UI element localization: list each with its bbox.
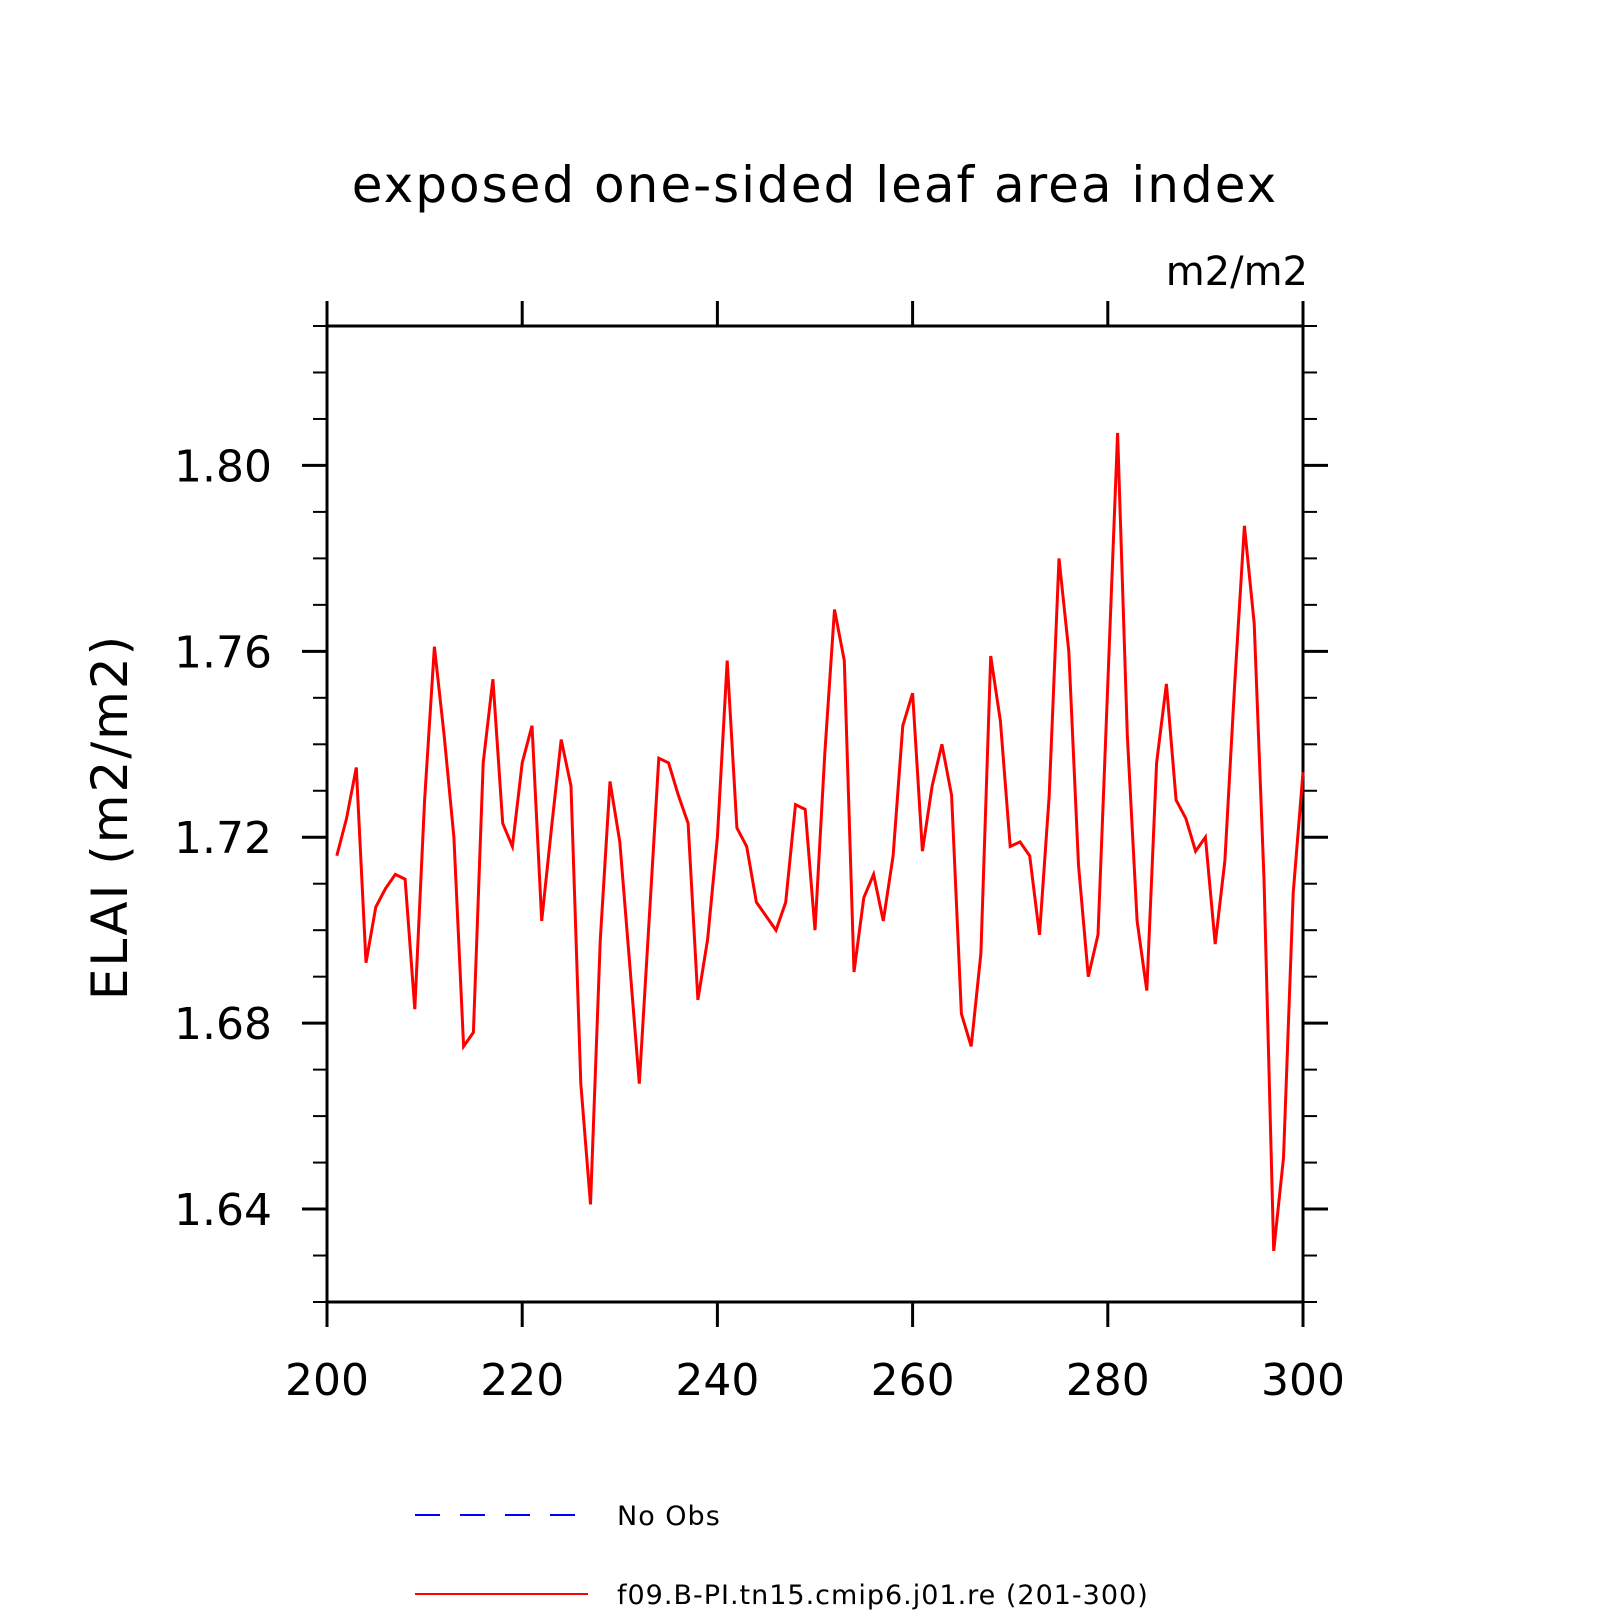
series-layer	[335, 432, 1305, 1252]
y-tick-label: 1.76	[174, 627, 272, 678]
x-tick-labels: 200 220 240 260 280 300	[285, 1355, 1345, 1406]
plot-frame	[325, 324, 1305, 1304]
y-tick-label: 1.68	[174, 999, 272, 1050]
legend-label: f09.B-PI.tn15.cmip6.j01.re (201-300)	[617, 1580, 1149, 1611]
legend: No Obs f09.B-PI.tn15.cmip6.j01.re (201-30…	[415, 1501, 1149, 1611]
x-tick-label: 200	[285, 1355, 369, 1406]
legend-label: No Obs	[617, 1501, 721, 1532]
x-tick-label: 260	[871, 1355, 955, 1406]
y-tick-label: 1.80	[174, 441, 272, 492]
x-tick-label: 280	[1066, 1355, 1150, 1406]
x-tick-label: 240	[675, 1355, 759, 1406]
y-axis-label: ELAI (m2/m2)	[81, 634, 139, 1000]
x-tick-label: 220	[480, 1355, 564, 1406]
chart-title: exposed one-sided leaf area index	[352, 156, 1278, 214]
y-tick-label: 1.72	[174, 813, 272, 864]
y-tick-label: 1.64	[174, 1185, 272, 1236]
series-line	[335, 432, 1305, 1252]
chart-units: m2/m2	[1166, 249, 1308, 295]
y-tick-labels: 1.64 1.68 1.72 1.76 1.80	[174, 441, 272, 1236]
axis-ticks	[302, 301, 1328, 1327]
x-tick-label: 300	[1261, 1355, 1345, 1406]
